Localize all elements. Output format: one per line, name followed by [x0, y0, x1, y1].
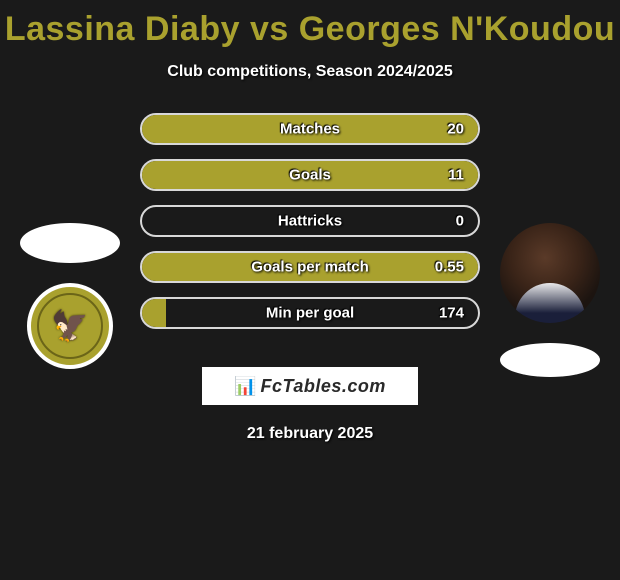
stat-label: Min per goal	[266, 305, 354, 322]
date-line: 21 february 2025	[0, 425, 620, 443]
stat-bars: Matches 20 Goals 11 Hattricks 0 Goals per matc…	[140, 113, 480, 343]
stat-label: Matches	[280, 121, 340, 138]
stat-row: Goals 11	[140, 159, 480, 191]
subtitle: Club competitions, Season 2024/2025	[0, 63, 620, 81]
left-club-badge: 🦅	[27, 283, 113, 369]
page-title: Lassina Diaby vs Georges N'Koudou	[0, 0, 620, 49]
stat-label: Hattricks	[278, 213, 342, 230]
left-player-block: 🦅	[10, 223, 130, 369]
left-player-photo-placeholder	[20, 223, 120, 263]
right-player-photo	[500, 223, 600, 323]
stat-row: Matches 20	[140, 113, 480, 145]
comparison-card: Lassina Diaby vs Georges N'Koudou Club c…	[0, 0, 620, 580]
stat-value-right: 11	[448, 167, 464, 184]
stat-label: Goals per match	[251, 259, 369, 276]
stat-label: Goals	[289, 167, 331, 184]
stat-value-right: 0.55	[435, 259, 464, 276]
stats-area: 🦅 Matches 20 Goals 11 Hattricks 0 Goals per ma…	[0, 113, 620, 353]
stat-value-right: 20	[447, 121, 464, 138]
stat-row: Hattricks 0	[140, 205, 480, 237]
right-club-placeholder	[500, 343, 600, 377]
eagle-icon: 🦅	[51, 309, 88, 344]
stat-row: Goals per match 0.55	[140, 251, 480, 283]
brand-text: FcTables.com	[261, 376, 386, 397]
right-player-block	[490, 223, 610, 377]
stat-value-right: 174	[439, 305, 464, 322]
stat-value-right: 0	[456, 213, 464, 230]
chart-icon: 📊	[234, 376, 256, 397]
brand-box: 📊 FcTables.com	[202, 367, 418, 405]
stat-row: Min per goal 174	[140, 297, 480, 329]
stat-fill-left	[142, 299, 166, 327]
